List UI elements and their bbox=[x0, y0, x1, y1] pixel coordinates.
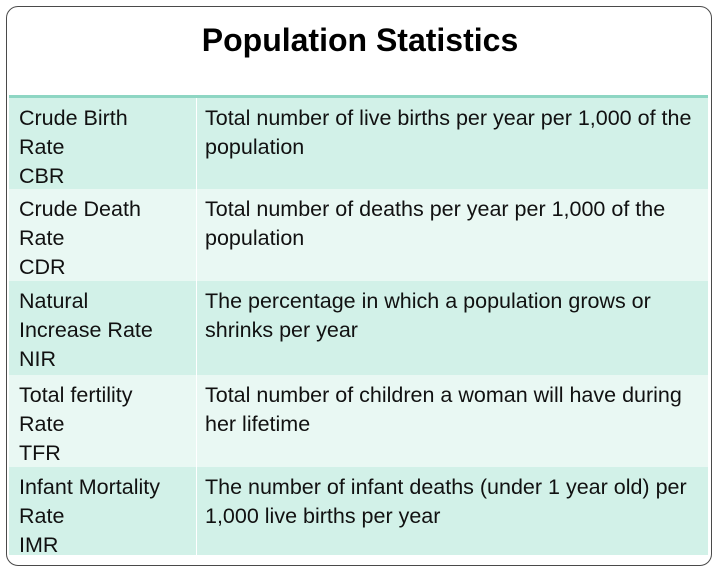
term-name: Natural bbox=[19, 289, 89, 313]
table-row: Natural Increase Rate NIR The percentage… bbox=[9, 281, 708, 375]
term-name-cont: Rate bbox=[19, 412, 65, 436]
term-abbreviation: CDR bbox=[19, 255, 66, 279]
definition-cell: Total number of live births per year per… bbox=[205, 106, 692, 159]
term-cell: Total fertility Rate TFR bbox=[19, 381, 194, 468]
column-divider bbox=[196, 281, 197, 375]
term-name-cont: Rate bbox=[19, 135, 65, 159]
table-row: Infant Mortality Rate IMR The number of … bbox=[9, 467, 708, 557]
term-abbreviation: IMR bbox=[19, 533, 59, 557]
page-title: Population Statistics bbox=[201, 22, 519, 58]
statistics-table: Crude Birth Rate CBR Total number of liv… bbox=[9, 95, 709, 557]
table-top-rule bbox=[9, 95, 708, 98]
term-abbreviation: TFR bbox=[19, 441, 61, 465]
table-row: Crude Birth Rate CBR Total number of liv… bbox=[9, 98, 708, 189]
column-divider bbox=[196, 189, 197, 281]
term-cell: Natural Increase Rate NIR bbox=[19, 287, 194, 374]
definition-cell: Total number of children a woman will ha… bbox=[205, 383, 682, 436]
term-abbreviation: CBR bbox=[19, 164, 65, 188]
definition-cell: The percentage in which a population gro… bbox=[205, 289, 651, 342]
term-cell: Crude Death Rate CDR bbox=[19, 195, 194, 282]
term-name-cont: Increase Rate bbox=[19, 318, 153, 342]
column-divider bbox=[196, 98, 197, 189]
term-name-cont: Rate bbox=[19, 226, 65, 250]
table-row: Crude Death Rate CDR Total number of dea… bbox=[9, 189, 708, 281]
term-name: Crude Birth bbox=[19, 106, 128, 130]
definition-cell: Total number of deaths per year per 1,00… bbox=[205, 197, 666, 250]
table-row: Total fertility Rate TFR Total number of… bbox=[9, 375, 708, 467]
term-cell: Crude Birth Rate CBR bbox=[19, 104, 194, 191]
term-cell: Infant Mortality Rate IMR bbox=[19, 473, 194, 560]
term-name: Total fertility bbox=[19, 383, 133, 407]
term-name-cont: Rate bbox=[19, 504, 65, 528]
term-name: Infant Mortality bbox=[19, 475, 160, 499]
column-divider bbox=[196, 375, 197, 467]
column-divider bbox=[196, 467, 197, 555]
definition-cell: The number of infant deaths (under 1 yea… bbox=[205, 475, 687, 528]
term-name: Crude Death bbox=[19, 197, 141, 221]
term-abbreviation: NIR bbox=[19, 347, 57, 371]
